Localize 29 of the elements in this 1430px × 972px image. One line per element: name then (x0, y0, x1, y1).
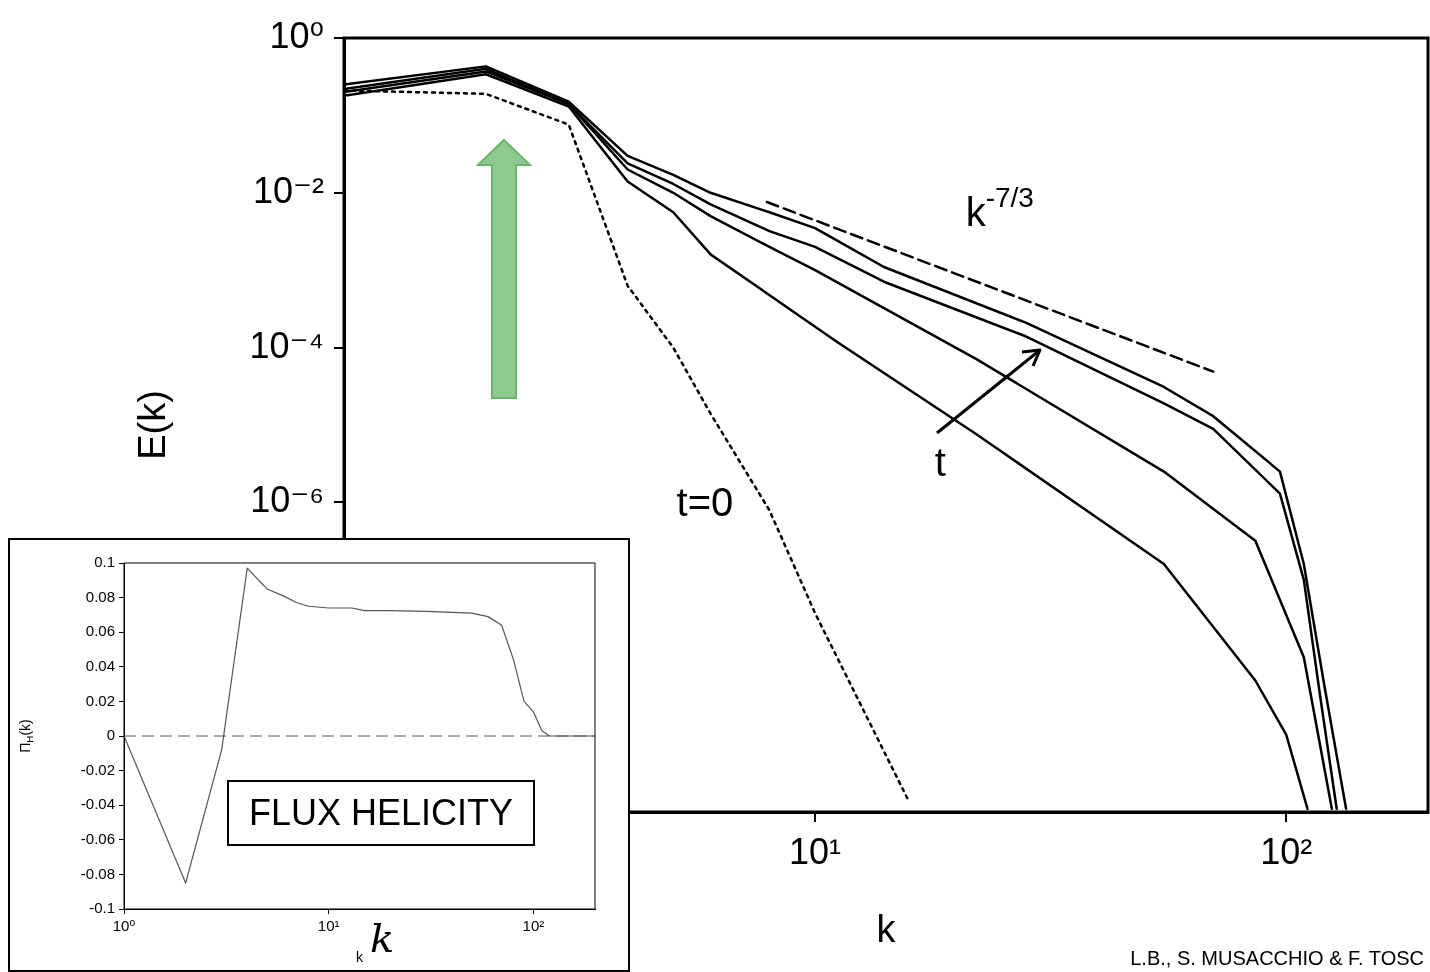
x-tick-label: 10² (1260, 830, 1313, 872)
y-tick-label: 0.1 (94, 553, 115, 571)
y-tick-label: -0.02 (80, 760, 115, 778)
y-tick-label: -0.06 (80, 829, 115, 847)
annotation: t=0 (676, 479, 734, 524)
y-tick-label: 10⁻² (252, 169, 324, 211)
y-tick-label: -0.04 (80, 795, 115, 813)
y-tick-label: 0.04 (85, 656, 115, 674)
y-tick-label: 10⁻⁶ (250, 479, 324, 521)
y-tick-label: 0.08 (85, 587, 115, 605)
y-axis-title: ΠH(k) (16, 719, 35, 753)
y-tick-label: 0.02 (85, 691, 115, 709)
annotation: t (934, 440, 946, 485)
text: L.B., S. MUSACCHIO & F. TOSC (1130, 947, 1424, 970)
y-tick-label: 0 (106, 726, 115, 744)
x-axis-title: k (876, 908, 897, 951)
y-tick-label: -0.1 (89, 899, 115, 917)
x-tick-label: 10² (522, 917, 545, 935)
y-tick-label: 0.06 (85, 622, 115, 640)
x-tick-label: 10¹ (789, 830, 842, 872)
x-tick-label: 10⁰ (112, 917, 136, 935)
x-tick-label: 10¹ (317, 917, 340, 935)
x-axis-title: k (356, 948, 364, 965)
text: k (370, 915, 395, 961)
y-tick-label: -0.08 (80, 864, 115, 882)
annotation: FLUX HELICITY (227, 780, 536, 846)
y-tick-label: 10⁰ (269, 14, 324, 56)
y-axis-title: E(k) (131, 390, 174, 460)
y-tick-label: 10⁻⁴ (249, 324, 324, 366)
